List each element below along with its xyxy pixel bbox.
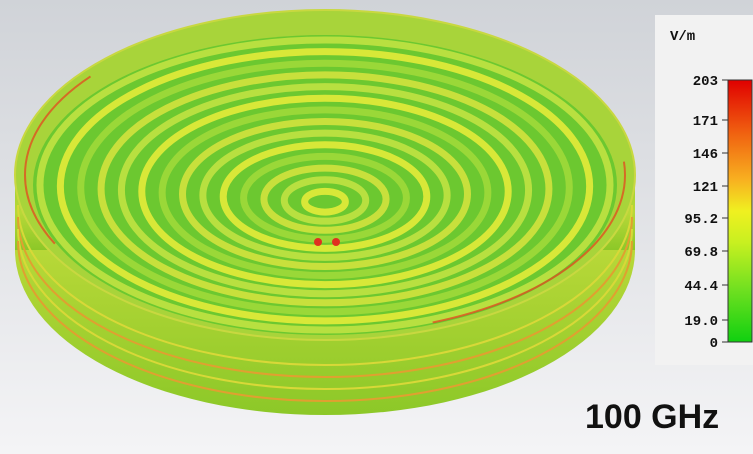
center-hotspot bbox=[314, 238, 322, 246]
colorbar-tick-label: 95.2 bbox=[684, 212, 718, 228]
disc bbox=[15, 10, 635, 415]
colorbar-tick-label: 44.4 bbox=[684, 279, 718, 295]
colorbar-tick-label: 203 bbox=[693, 74, 718, 90]
frequency-label: 100 GHz bbox=[585, 398, 719, 436]
colorbar-unit: V/m bbox=[670, 29, 695, 45]
colorbar-tick-label: 146 bbox=[693, 147, 718, 163]
field-plot-view: V/m 203 171 146 121 95.2 69.8 44.4 19.0 0 100 GH… bbox=[0, 0, 753, 454]
colorbar-tick-label: 171 bbox=[693, 114, 718, 130]
center-hotspot bbox=[332, 238, 340, 246]
colorbar bbox=[728, 80, 752, 342]
colorbar-tick-label: 19.0 bbox=[684, 314, 718, 330]
colorbar-tick-label: 69.8 bbox=[684, 245, 718, 261]
colorbar-tick-label: 121 bbox=[693, 180, 718, 196]
colorbar-tick-label: 0 bbox=[710, 336, 718, 352]
